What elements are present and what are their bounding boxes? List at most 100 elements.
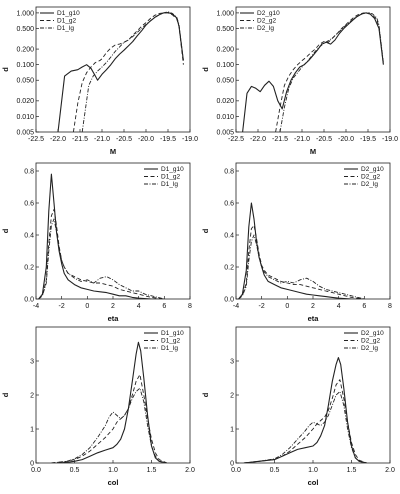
series-line-d1_g10	[38, 173, 165, 299]
series-line-d1_g10	[57, 11, 184, 132]
legend-entry: D1_g2	[161, 174, 181, 181]
y-axis-label: d	[1, 67, 10, 72]
legend-entry: D1_g10	[161, 330, 184, 337]
y-tick-label: 0.020	[16, 98, 34, 105]
x-tick-label: 1.5	[347, 467, 357, 474]
x-tick-label: 1.5	[147, 467, 157, 474]
x-tick-label: 8	[388, 303, 392, 310]
x-tick-label: 2.0	[385, 467, 395, 474]
legend-entry: D2_g10	[361, 330, 384, 337]
y-tick-label: 3	[30, 358, 34, 365]
x-tick-label: 0.5	[270, 467, 280, 474]
x-axis-label: M	[310, 147, 316, 156]
x-tick-label: -20.0	[338, 136, 354, 143]
y-axis-label: d	[201, 392, 210, 397]
series-line-d2_g10	[238, 202, 365, 299]
legend-entry: D1_g2	[161, 338, 181, 345]
y-tick-label: 0.010	[16, 114, 34, 121]
x-tick-label: 6	[162, 303, 166, 310]
x-tick-label: -20.5	[316, 136, 332, 143]
legend-entry: D2_g2	[361, 338, 381, 345]
x-tick-label: -20.0	[138, 136, 154, 143]
x-tick-label: 6	[362, 303, 366, 310]
y-tick-label: 0.4	[24, 232, 34, 239]
y-tick-label: 2	[230, 392, 234, 399]
series-line-d2_g2	[275, 12, 384, 132]
series-line-d1_g2	[38, 208, 165, 299]
y-tick-label: 0.8	[24, 168, 34, 175]
x-tick-label: -21.5	[272, 136, 288, 143]
x-tick-label: -21.0	[94, 136, 110, 143]
legend-entry: D2_lg	[257, 25, 274, 32]
y-tick-label: 0.020	[216, 98, 234, 105]
x-tick-label: -19.0	[382, 136, 398, 143]
x-tick-label: 8	[188, 303, 192, 310]
x-tick-label: -20.5	[116, 136, 132, 143]
chart-panel-4: -4 -2 0 2 4 6 8 0.0 0.2 0.4 0.6 0.8 eta d D2_g10D2_g2D…	[201, 162, 392, 323]
y-tick-label: 0.005	[16, 129, 34, 136]
y-tick-label: 0.6	[24, 200, 34, 207]
y-tick-label: 0.010	[216, 114, 234, 121]
y-tick-label: 0.0	[24, 296, 34, 303]
x-tick-label: 0	[285, 303, 289, 310]
series-line-d2_g2	[238, 224, 365, 299]
y-tick-label: 0.6	[224, 200, 234, 207]
chart-panel-2: -22.5 -22.0 -21.5 -21.0 -20.5 -20.0 -19.5 -19.0…	[201, 6, 398, 156]
x-tick-label: -19.5	[160, 136, 176, 143]
y-tick-label: 0	[230, 460, 234, 467]
y-tick-label: 1	[230, 426, 234, 433]
x-tick-label: -22.0	[250, 136, 266, 143]
chart-panel-3: -4 -2 0 2 4 6 8 0.0 0.2 0.4 0.6 0.8 eta d D1_g10D1_g2D…	[1, 162, 192, 323]
legend-entry: D2_g2	[257, 18, 277, 25]
x-tick-label: -19.0	[182, 136, 198, 143]
x-tick-label: 2	[111, 303, 115, 310]
x-axis-label: eta	[308, 314, 320, 323]
x-axis-label: col	[308, 478, 319, 487]
y-tick-label: 1.000	[216, 10, 234, 17]
x-tick-label: 1.0	[108, 467, 118, 474]
series-line-d1_g2	[51, 374, 168, 463]
x-tick-label: 0.5	[70, 467, 80, 474]
x-tick-label: -2	[259, 303, 265, 310]
y-tick-label: 0.2	[224, 264, 234, 271]
y-axis-label: d	[1, 228, 10, 233]
legend-entry: D2_lg	[361, 345, 378, 352]
x-tick-label: -4	[33, 303, 39, 310]
series-line-d2_lg	[279, 12, 384, 132]
y-tick-label: 2	[30, 392, 34, 399]
series-line-d1_lg	[38, 218, 165, 299]
x-tick-label: -4	[233, 303, 239, 310]
series-line-d1_lg	[51, 387, 167, 463]
y-tick-label: 0.4	[224, 232, 234, 239]
x-tick-label: 2.0	[185, 467, 195, 474]
x-tick-label: 4	[137, 303, 141, 310]
y-axis-label: d	[201, 228, 210, 233]
legend-entry: D1_g10	[57, 10, 80, 17]
x-tick-label: -19.5	[360, 136, 376, 143]
x-tick-label: -22.5	[228, 136, 244, 143]
y-axis-label: d	[201, 67, 210, 72]
legend-entry: D1_lg	[161, 345, 178, 352]
y-tick-label: 0.8	[224, 168, 234, 175]
y-tick-label: 1	[30, 426, 34, 433]
y-axis-label: d	[1, 392, 10, 397]
y-tick-label: 0.005	[216, 129, 234, 136]
series-line-d2_g10	[242, 12, 384, 132]
y-tick-label: 3	[230, 358, 234, 365]
y-tick-label: 0.050	[216, 78, 234, 85]
y-tick-label: 0.100	[216, 62, 234, 69]
y-tick-label: 0.500	[16, 26, 34, 33]
y-tick-label: 0.0	[224, 296, 234, 303]
x-tick-label: 2	[311, 303, 315, 310]
legend-entry: D1_lg	[161, 181, 178, 188]
series-line-d2_g10	[243, 357, 368, 463]
x-tick-label: -22.5	[28, 136, 44, 143]
x-tick-label: 0	[85, 303, 89, 310]
